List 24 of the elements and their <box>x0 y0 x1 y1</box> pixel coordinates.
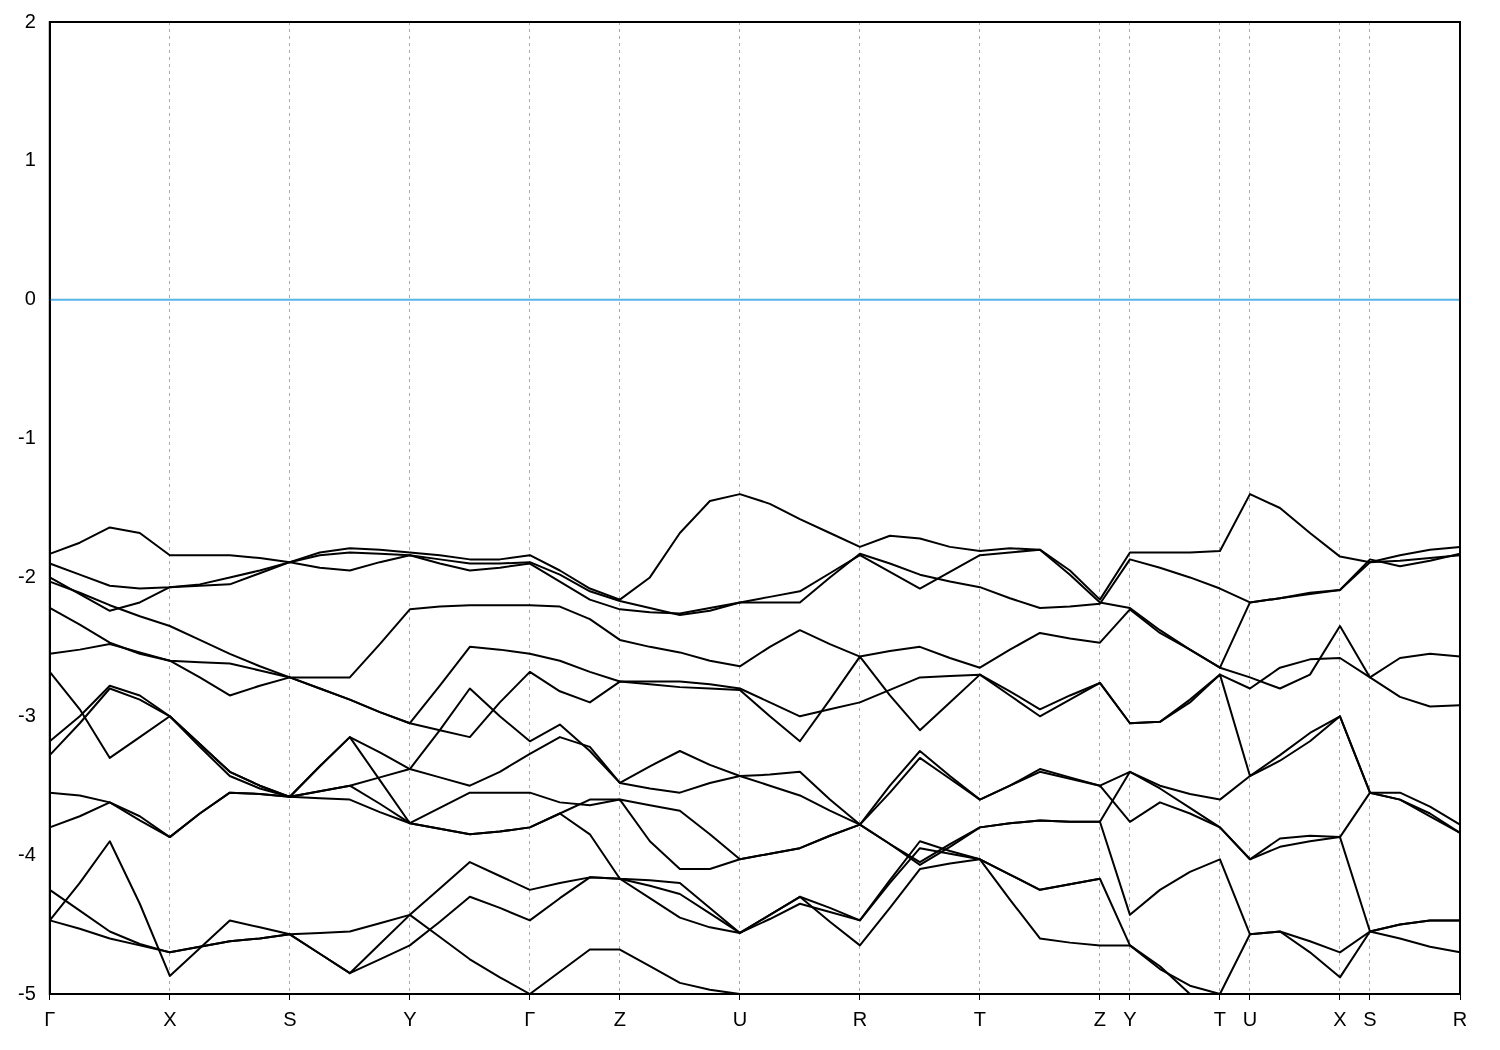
x-tick-label: Γ <box>44 1007 56 1030</box>
x-tick-label: U <box>1242 1007 1258 1030</box>
x-tick-label: Y <box>403 1007 417 1030</box>
x-tick-label: T <box>1213 1007 1227 1030</box>
x-tick-label: Y <box>1123 1007 1137 1030</box>
y-tick-label: 2 <box>24 9 36 32</box>
x-tick-label: T <box>973 1007 987 1030</box>
y-tick-label: 1 <box>24 148 36 171</box>
x-tick-label: X <box>1333 1007 1347 1030</box>
x-tick-label: S <box>283 1007 297 1030</box>
y-tick-label: 0 <box>24 287 36 310</box>
x-tick-label: Γ <box>524 1007 536 1030</box>
y-tick-label: -1 <box>17 426 36 449</box>
y-tick-label: -3 <box>17 703 36 726</box>
y-tick-label: -2 <box>17 564 36 587</box>
x-tick-label: Z <box>613 1007 626 1030</box>
y-tick-label: -5 <box>17 981 36 1004</box>
x-tick-label: Z <box>1093 1007 1107 1030</box>
x-tick-label: R <box>1452 1007 1468 1030</box>
x-tick-label: R <box>852 1007 868 1030</box>
x-tick-label: X <box>163 1007 177 1030</box>
y-tick-label: -4 <box>17 842 36 865</box>
x-tick-label: U <box>732 1007 748 1030</box>
x-tick-label: S <box>1363 1007 1377 1030</box>
